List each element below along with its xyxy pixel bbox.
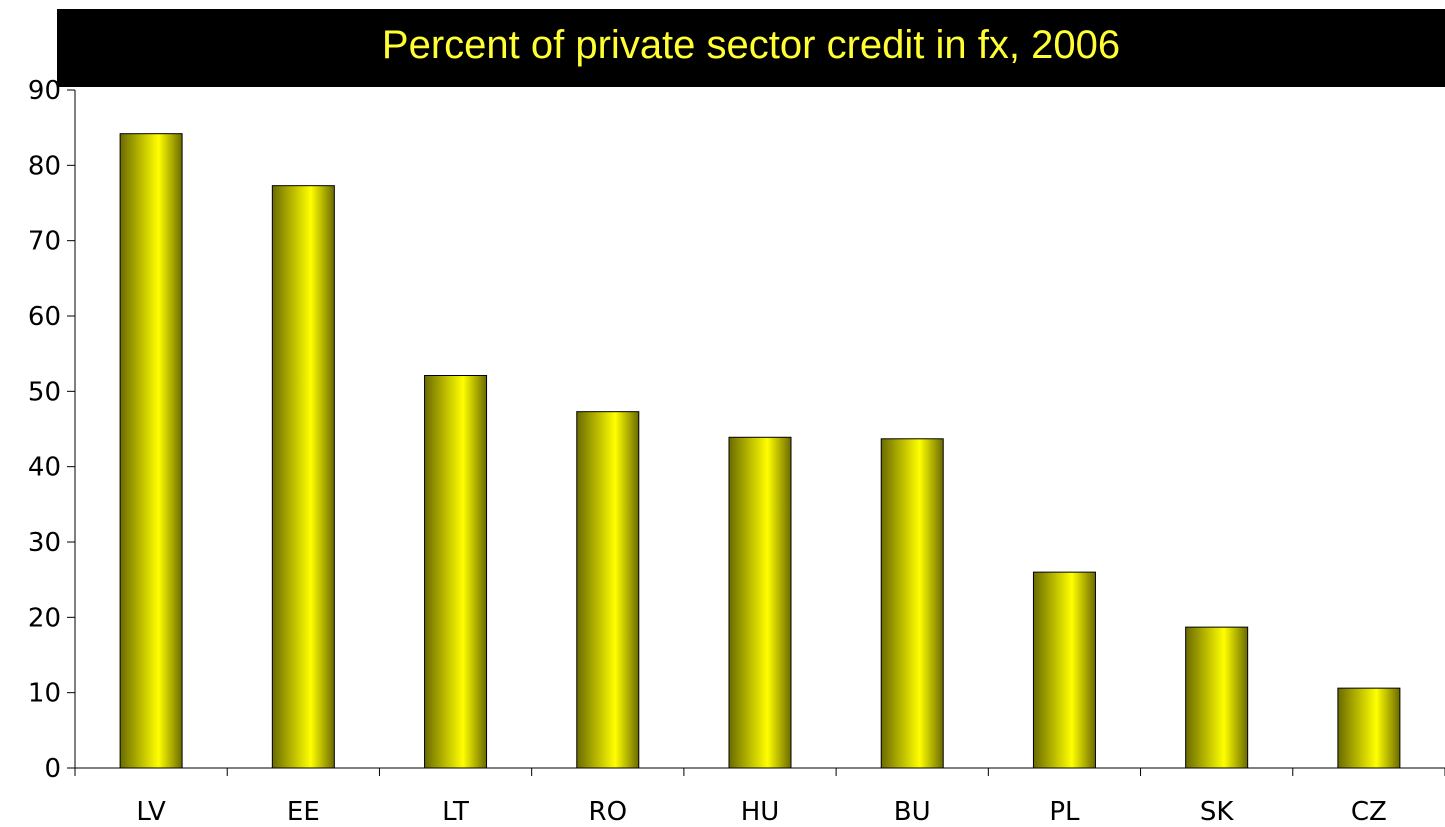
bar-sk (1185, 626, 1249, 769)
chart-title: Percent of private sector credit in fx, … (381, 22, 1121, 67)
bar-lt (424, 375, 488, 769)
y-tick-label: 50 (28, 377, 61, 407)
y-tick-label: 90 (28, 76, 61, 106)
y-tick-label: 70 (28, 227, 61, 257)
bar-ro (576, 411, 640, 769)
y-tick-label: 40 (28, 453, 61, 483)
y-tick-label: 0 (44, 754, 61, 784)
x-tick-label-lt: LT (442, 797, 469, 827)
x-tick-label-lv: LV (136, 797, 166, 827)
bar-lv (119, 133, 183, 769)
y-tick-label: 80 (28, 151, 61, 181)
bar-hu (728, 436, 792, 769)
x-tick-label-sk: SK (1200, 797, 1235, 827)
chart-title-band: Percent of private sector credit in fx, … (57, 9, 1445, 87)
y-tick-label: 10 (28, 679, 61, 709)
x-tick-label-bu: BU (894, 797, 931, 827)
y-tick-label: 30 (28, 528, 61, 558)
bar-ee (271, 185, 335, 769)
y-tick-label: 60 (28, 302, 61, 332)
bar-cz (1337, 687, 1401, 769)
bar-pl (1032, 571, 1096, 769)
x-tick-label-cz: CZ (1351, 797, 1387, 827)
x-tick-label-hu: HU (741, 797, 780, 827)
x-tick-label-pl: PL (1049, 797, 1080, 827)
y-tick-label: 20 (28, 603, 61, 633)
bar-bu (880, 438, 944, 769)
x-tick-label-ro: RO (589, 797, 628, 827)
x-tick-label-ee: EE (287, 797, 320, 827)
